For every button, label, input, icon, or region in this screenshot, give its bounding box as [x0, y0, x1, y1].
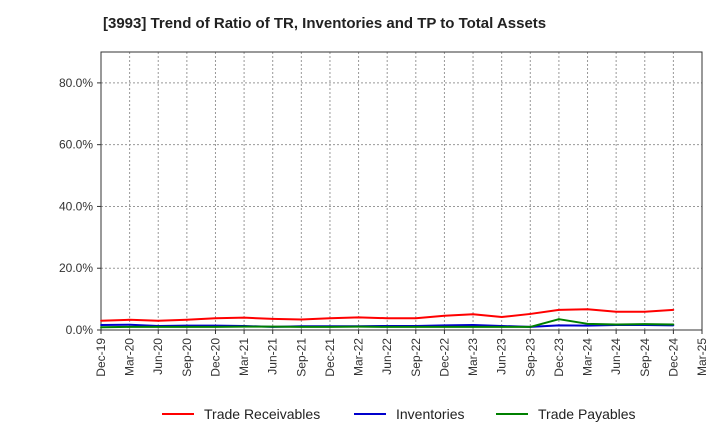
data-point-trade-receivables [615, 310, 618, 313]
data-point-trade-receivables [443, 314, 446, 317]
data-point-trade-payables [500, 326, 503, 328]
x-tick-label: Sep-22 [409, 338, 423, 377]
x-axis: Dec-19 Mar-20 Jun-20 Sep-20 Dec-20 Mar-21 Jun-… [94, 330, 709, 377]
data-point-trade-payables [586, 322, 589, 325]
data-point-trade-payables [214, 326, 217, 328]
chart-title: [3993] Trend of Ratio of TR, Inventories… [103, 15, 547, 32]
x-tick-label: Dec-22 [437, 338, 451, 377]
data-point-trade-payables [472, 326, 474, 328]
data-point-trade-receivables [472, 313, 474, 316]
data-point-inventories [100, 324, 102, 326]
data-point-trade-payables [643, 323, 646, 326]
x-tick-label: Jun-23 [495, 338, 509, 375]
x-tick-label: Dec-20 [208, 338, 222, 377]
data-point-trade-payables [100, 326, 102, 329]
data-point-inventories [443, 324, 446, 327]
data-point-trade-payables [558, 318, 560, 321]
data-point-trade-receivables [529, 313, 532, 315]
grid [100, 52, 703, 331]
data-point-inventories [128, 323, 131, 326]
x-tick-label: Dec-21 [323, 338, 337, 377]
legend: Trade Receivables Inventories Trade Payabl… [162, 406, 636, 422]
legend-label-trade-receivables: Trade Receivables [204, 406, 320, 422]
x-tick-label: Mar-22 [352, 338, 366, 376]
data-point-trade-receivables [357, 316, 360, 319]
x-tick-label: Sep-23 [523, 338, 537, 377]
x-tick-label: Mar-23 [466, 338, 480, 376]
x-tick-label: Sep-20 [180, 338, 194, 377]
x-tick-label: Jun-21 [266, 338, 280, 375]
x-tick-label: Mar-20 [123, 338, 137, 376]
y-tick-label: 40.0% [59, 199, 93, 213]
x-tick-label: Dec-24 [666, 338, 680, 377]
data-point-trade-payables [128, 326, 131, 328]
data-point-trade-payables [615, 323, 618, 326]
data-point-trade-payables [300, 326, 303, 328]
data-point-trade-receivables [672, 309, 675, 311]
data-point-trade-receivables [300, 318, 303, 321]
data-point-trade-payables [386, 326, 389, 328]
data-point-trade-payables [414, 326, 417, 328]
data-point-trade-receivables [643, 310, 646, 313]
data-point-trade-payables [672, 323, 675, 326]
data-point-trade-payables [329, 326, 331, 328]
x-tick-label: Dec-23 [552, 338, 566, 377]
plot-area [100, 51, 703, 331]
data-point-trade-receivables [586, 308, 589, 311]
x-tick-label: Jun-22 [380, 338, 394, 375]
data-point-trade-payables [157, 326, 160, 328]
data-point-trade-receivables [329, 317, 331, 320]
y-tick-label: 80.0% [59, 76, 93, 90]
data-point-inventories [472, 324, 474, 326]
x-tick-label: Jun-24 [609, 338, 623, 375]
data-point-trade-receivables [271, 317, 274, 320]
data-point-trade-receivables [386, 317, 389, 320]
legend-label-trade-payables: Trade Payables [538, 406, 636, 422]
data-point-trade-payables [529, 326, 532, 328]
x-tick-label: Mar-21 [237, 338, 251, 376]
data-point-trade-receivables [214, 317, 217, 320]
y-axis: 0.0% 20.0% 40.0% 60.0% 80.0% [59, 76, 101, 337]
x-tick-label: Mar-24 [581, 338, 595, 376]
data-point-trade-receivables [500, 316, 503, 318]
x-tick-label: Dec-19 [94, 338, 108, 377]
y-tick-label: 60.0% [59, 138, 93, 152]
series-layer [100, 308, 675, 329]
data-point-trade-payables [271, 325, 274, 328]
data-point-trade-payables [243, 325, 245, 328]
x-tick-label: Mar-25 [695, 338, 709, 376]
x-tick-label: Sep-21 [294, 338, 308, 377]
data-point-trade-receivables [100, 319, 102, 322]
data-point-inventories [586, 324, 589, 327]
data-point-trade-receivables [185, 318, 188, 321]
x-tick-label: Sep-24 [638, 338, 652, 377]
data-point-trade-payables [185, 326, 188, 328]
data-point-trade-payables [357, 325, 360, 328]
y-tick-label: 20.0% [59, 261, 93, 275]
data-point-inventories [558, 324, 560, 327]
data-point-trade-receivables [243, 316, 245, 319]
data-point-trade-receivables [414, 317, 417, 320]
y-tick-label: 0.0% [66, 323, 94, 337]
data-point-trade-payables [443, 326, 446, 328]
data-point-trade-receivables [128, 318, 131, 321]
data-point-trade-receivables [157, 319, 160, 322]
x-tick-label: Jun-20 [151, 338, 165, 375]
legend-label-inventories: Inventories [396, 406, 464, 422]
data-point-trade-receivables [558, 309, 560, 311]
